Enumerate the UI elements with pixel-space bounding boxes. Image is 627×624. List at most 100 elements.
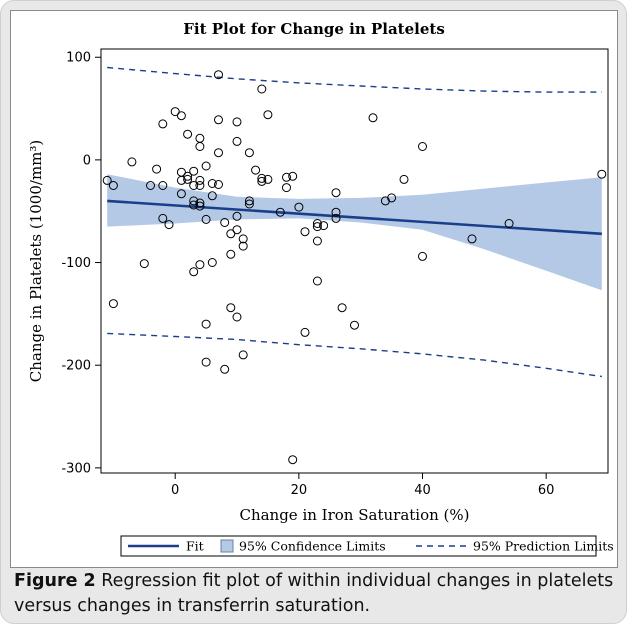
axes: 0 20 40 60 100 0 -100 -200 -300 (61, 51, 554, 498)
data-point (220, 218, 230, 227)
data-point (158, 119, 168, 129)
data-point (201, 214, 211, 224)
data-point (244, 199, 254, 209)
data-point (226, 303, 236, 313)
legend-box (120, 535, 597, 557)
figure-caption: Figure 2 Regression fit plot of within i… (14, 569, 614, 619)
data-point (195, 142, 205, 151)
data-point (312, 236, 322, 246)
data-point (102, 175, 112, 185)
data-point (189, 200, 199, 210)
y-tick-label: 100 (66, 51, 91, 66)
data-point (214, 148, 223, 158)
data-point (331, 213, 341, 223)
chart-title: Fit Plot for Change in Platelets (183, 20, 445, 38)
data-point (164, 220, 174, 230)
data-point (195, 175, 205, 185)
data-point (146, 181, 155, 190)
data-point (288, 455, 298, 465)
legend-confidence-swatch (220, 539, 234, 553)
data-point (288, 171, 298, 181)
data-point (300, 327, 310, 337)
data-point (294, 202, 304, 212)
data-point (238, 350, 248, 360)
data-point (158, 213, 168, 223)
data-point (238, 241, 248, 251)
data-point (282, 183, 291, 193)
y-tick-label: -100 (61, 256, 91, 271)
legend-confidence-label: 95% Confidence Limits (239, 539, 386, 554)
data-point (152, 164, 162, 174)
plot-area-frame (100, 48, 609, 474)
data-point (158, 181, 168, 190)
data-point (331, 188, 341, 198)
plot-panel: Fit Plot for Change in Platelets 0 20 40 60… (10, 10, 618, 568)
figure-label: Figure 2 (14, 571, 96, 591)
y-tick-label: 0 (83, 153, 91, 168)
data-point (337, 303, 347, 313)
data-point (183, 171, 193, 181)
fit-plot-chart: Fit Plot for Change in Platelets 0 20 40 60… (27, 20, 614, 557)
data-point (183, 174, 193, 184)
data-point (176, 175, 186, 185)
data-point (263, 174, 273, 184)
data-point (300, 227, 310, 237)
prediction-limit-upper (107, 66, 602, 93)
data-point (195, 198, 205, 208)
data-point (170, 107, 180, 117)
data-point (189, 267, 199, 277)
data-point (176, 111, 186, 121)
data-point (312, 276, 322, 286)
data-point (232, 312, 242, 322)
data-point (189, 196, 199, 206)
data-point (312, 222, 322, 232)
data-point (319, 221, 329, 231)
x-tick-label: 0 (171, 483, 179, 498)
data-point (214, 70, 223, 80)
data-point (201, 319, 211, 329)
data-point (195, 181, 205, 190)
data-point (263, 110, 273, 120)
data-point (399, 174, 409, 184)
confidence-band (107, 174, 602, 291)
y-tick-label: -200 (61, 359, 91, 374)
data-point (418, 142, 427, 151)
data-point (257, 173, 267, 183)
data-point (244, 148, 254, 158)
data-point (257, 176, 267, 186)
data-point (127, 157, 137, 167)
data-point (331, 207, 341, 217)
data-point (108, 181, 118, 190)
plot-content (102, 66, 607, 465)
data-point (207, 258, 217, 267)
data-point (597, 169, 607, 179)
data-point (226, 249, 236, 259)
data-point (189, 166, 199, 176)
data-point (244, 196, 254, 206)
legend-fit-label: Fit (186, 539, 204, 554)
data-point (350, 320, 359, 330)
data-point (238, 234, 248, 244)
prediction-limit-lower (107, 332, 602, 378)
data-point (176, 189, 186, 199)
data-point (282, 172, 291, 182)
data-point (232, 117, 242, 127)
y-axis-label: Change in Platelets (1000/mm³) (27, 140, 45, 383)
x-tick-label: 20 (291, 483, 308, 498)
data-point (387, 193, 397, 203)
data-point (108, 299, 118, 309)
data-point (195, 201, 205, 211)
data-point (226, 229, 236, 239)
data-point (418, 251, 427, 261)
data-point (312, 219, 322, 228)
data-point (201, 161, 211, 171)
data-point (467, 234, 477, 244)
data-point (189, 181, 199, 190)
data-point (207, 179, 217, 188)
x-tick-label: 60 (538, 483, 555, 498)
data-point (232, 136, 242, 146)
data-point (257, 84, 267, 94)
data-point (195, 133, 205, 143)
data-point (275, 207, 285, 217)
